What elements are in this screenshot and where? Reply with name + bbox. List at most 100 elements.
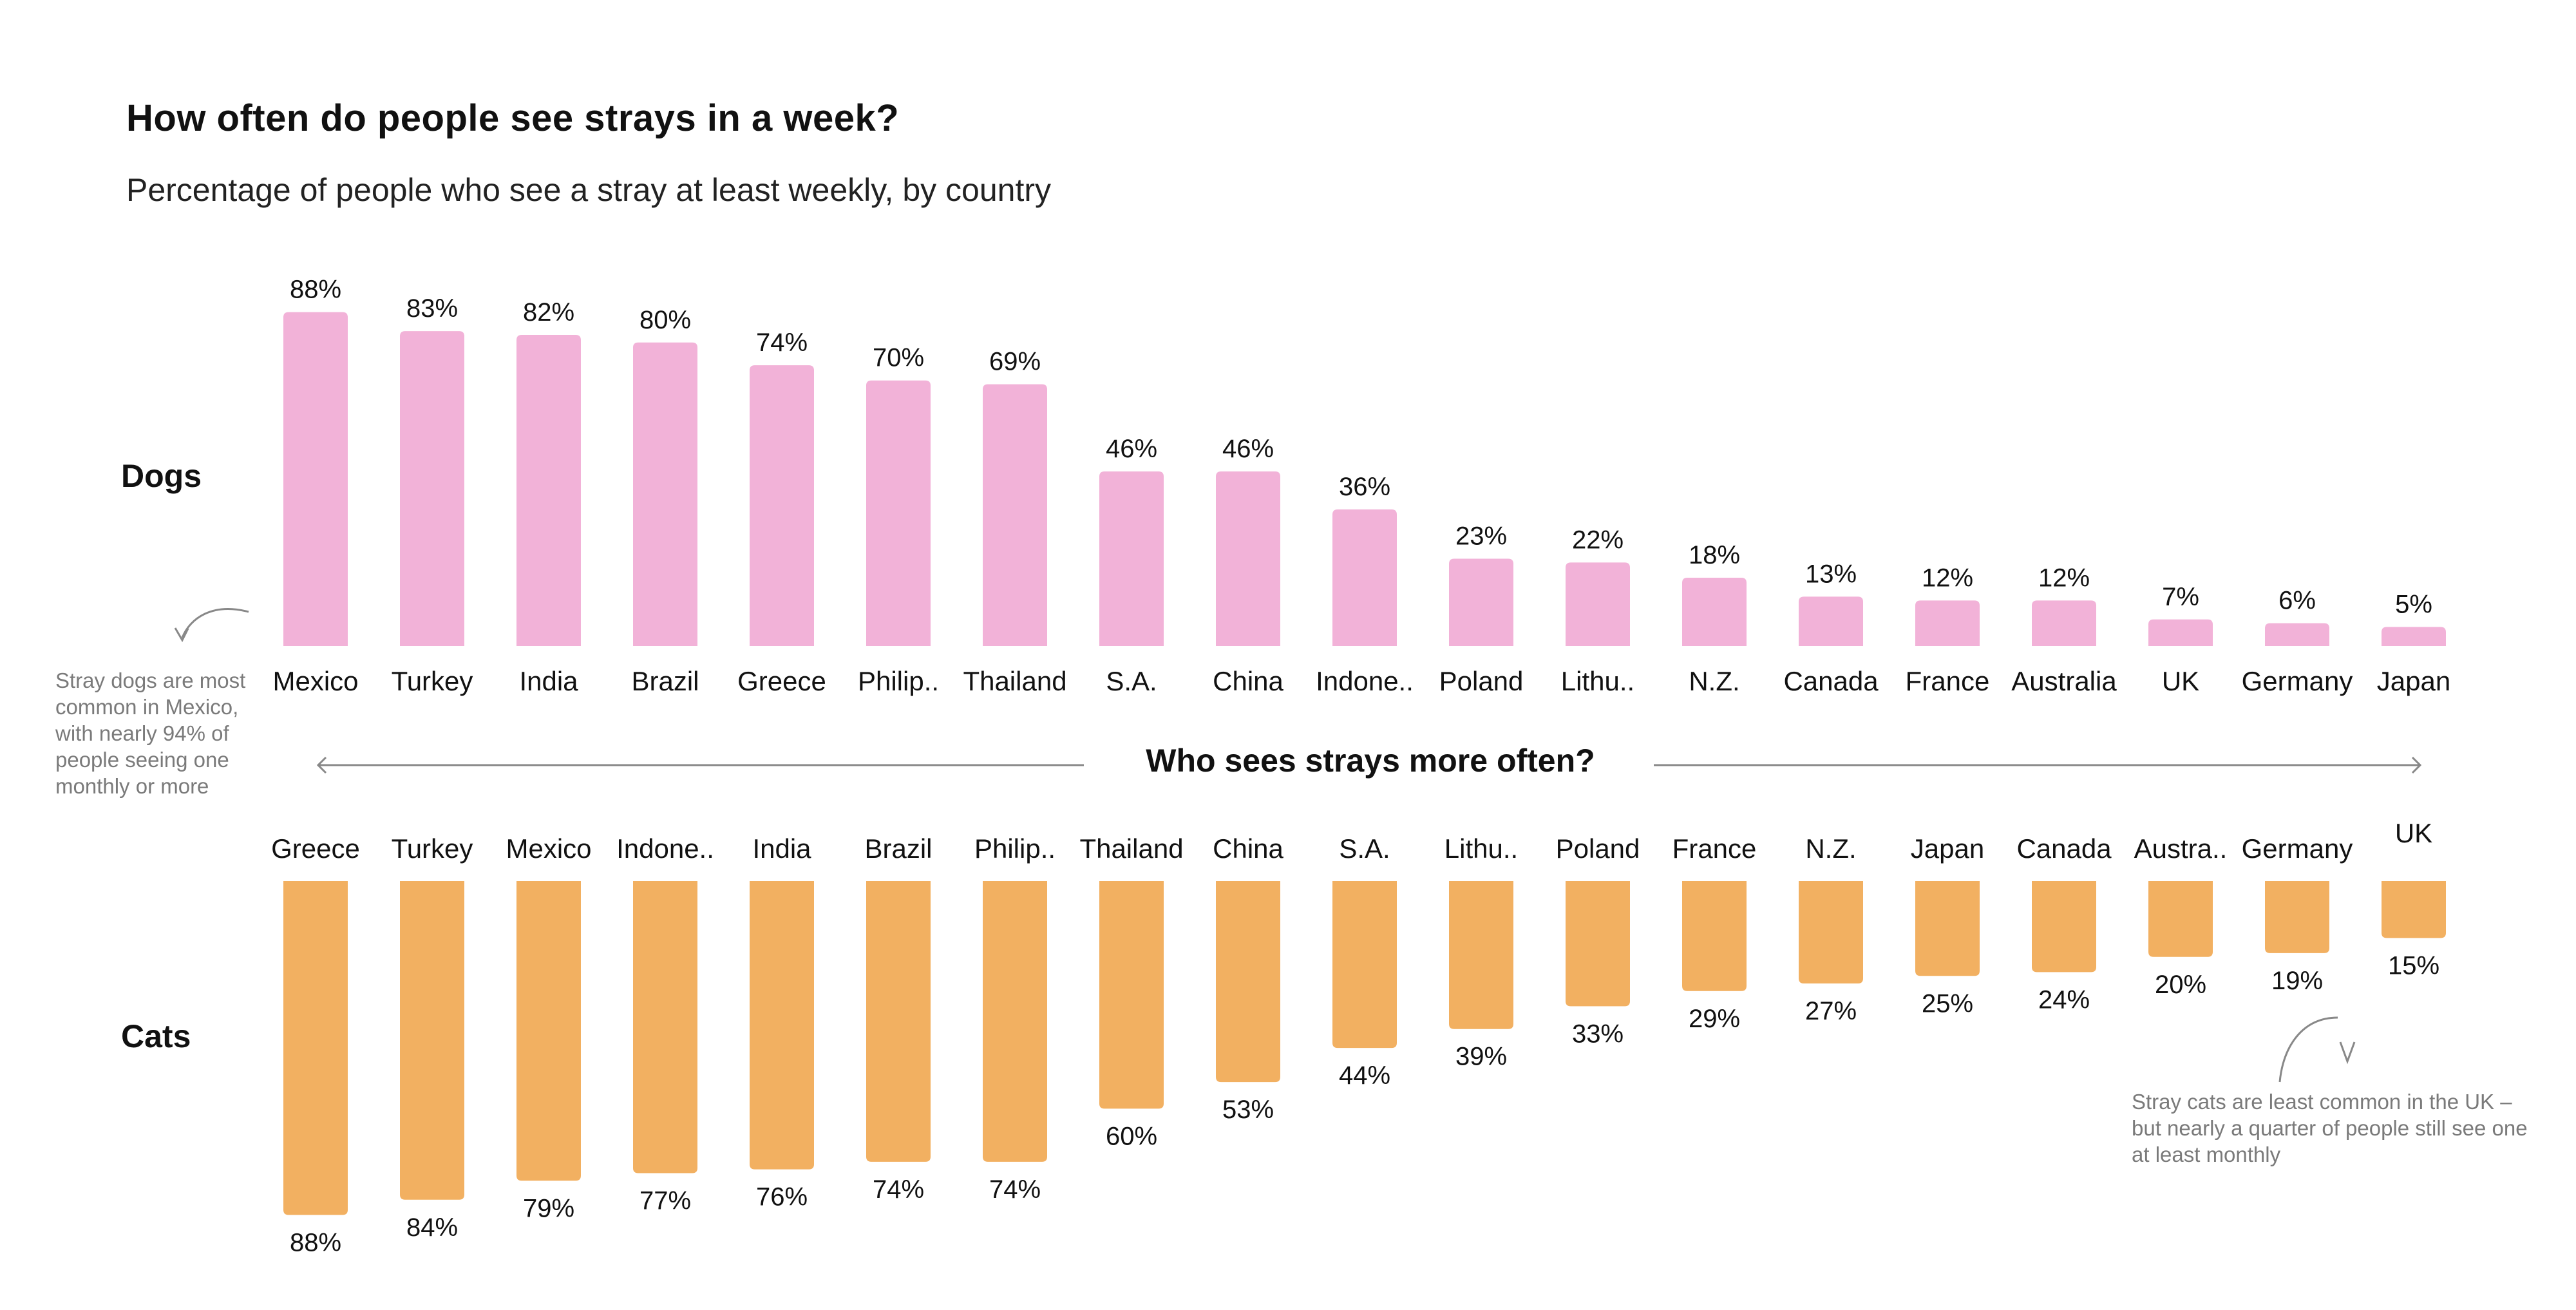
curved-arrow-dogs-icon xyxy=(181,608,249,638)
value-label-cats: 19% xyxy=(2271,967,2323,995)
bar-cats-nz xyxy=(1799,881,1863,984)
curved-arrow-cats-icon xyxy=(2278,1016,2338,1083)
category-label-dogs: Turkey xyxy=(392,666,473,696)
bar-dogs-lithu xyxy=(1566,562,1630,646)
value-label-dogs: 36% xyxy=(1339,473,1390,501)
value-label-cats: 29% xyxy=(1689,1005,1740,1033)
category-label-cats: France xyxy=(1672,833,1757,864)
category-label-cats: Brazil xyxy=(864,833,932,864)
category-label-dogs: N.Z. xyxy=(1689,666,1739,696)
category-label-cats: Mexico xyxy=(506,833,591,864)
category-label-dogs: S.A. xyxy=(1106,666,1157,696)
category-label-cats: Philip.. xyxy=(974,833,1056,864)
axis-title: Who sees strays more often? xyxy=(0,742,2576,779)
annotation-dogs: Stray dogs are most common in Mexico, wi… xyxy=(55,669,246,798)
category-label-cats: China xyxy=(1213,833,1283,864)
arrowhead-dogs-icon xyxy=(174,627,189,643)
bar-dogs-thailand xyxy=(983,384,1047,646)
category-label-dogs: Greece xyxy=(737,666,826,696)
value-label-cats: 25% xyxy=(1922,989,1973,1018)
value-label-cats: 76% xyxy=(756,1183,808,1211)
value-label-cats: 44% xyxy=(1339,1061,1390,1090)
category-label-cats: Turkey xyxy=(392,833,473,864)
category-label-cats: Japan xyxy=(1911,833,1984,864)
category-label-dogs: Japan xyxy=(2377,666,2450,696)
bar-cats-mexico xyxy=(516,881,581,1181)
category-label-dogs: Thailand xyxy=(963,666,1066,696)
category-label-dogs: Lithu.. xyxy=(1561,666,1634,696)
bar-cats-philip xyxy=(983,881,1047,1162)
category-label-dogs: Canada xyxy=(1783,666,1879,696)
direction-axis xyxy=(316,756,2422,774)
value-label-dogs: 83% xyxy=(406,294,458,323)
value-label-cats: 77% xyxy=(639,1187,691,1215)
category-label-dogs: Australia xyxy=(2011,666,2117,696)
bar-cats-turkey xyxy=(400,881,464,1200)
arrowhead-cats-icon xyxy=(2339,1041,2356,1065)
bar-cats-poland xyxy=(1566,881,1630,1007)
category-label-cats: Canada xyxy=(2016,833,2112,864)
bar-dogs-turkey xyxy=(400,331,464,646)
value-label-dogs: 88% xyxy=(290,276,341,304)
value-label-dogs: 18% xyxy=(1689,541,1740,569)
bar-dogs-sa xyxy=(1099,471,1164,646)
bar-dogs-poland xyxy=(1449,558,1513,646)
row-label-dogs: Dogs xyxy=(121,458,202,494)
chart-subtitle: Percentage of people who see a stray at … xyxy=(126,172,1051,208)
bar-cats-indone xyxy=(633,881,697,1173)
bar-cats-thailand xyxy=(1099,881,1164,1109)
value-label-dogs: 12% xyxy=(1922,564,1973,592)
value-label-cats: 53% xyxy=(1222,1096,1274,1124)
value-label-cats: 60% xyxy=(1106,1122,1157,1150)
category-label-dogs: Brazil xyxy=(631,666,699,696)
value-label-dogs: 74% xyxy=(756,328,808,357)
category-label-cats: S.A. xyxy=(1339,833,1390,864)
value-label-cats: 74% xyxy=(873,1175,924,1204)
bar-dogs-germany xyxy=(2265,623,2329,646)
bar-dogs-japan xyxy=(2382,627,2446,646)
category-label-dogs: China xyxy=(1213,666,1283,696)
bar-dogs-brazil xyxy=(633,342,697,646)
arrow-left-icon xyxy=(316,756,327,774)
bar-cats-france xyxy=(1682,881,1747,991)
bar-dogs-philip xyxy=(866,380,931,646)
category-label-dogs: Philip.. xyxy=(858,666,939,696)
bar-cats-lithu xyxy=(1449,881,1513,1029)
category-label-dogs: Indone.. xyxy=(1316,666,1414,696)
annotation-cats: Stray cats are least common in the UK – … xyxy=(2132,1090,2528,1166)
category-label-cats: Germany xyxy=(2242,833,2353,864)
bar-cats-greece xyxy=(283,881,348,1215)
value-label-dogs: 70% xyxy=(873,344,924,372)
bar-dogs-australia xyxy=(2032,600,2096,646)
dogs-series: 88% Mexico 83% Turkey 82% India 80% Brazil 74% Gr… xyxy=(272,276,2450,696)
value-label-dogs: 7% xyxy=(2162,583,2199,611)
bar-dogs-canada xyxy=(1799,596,1863,646)
value-label-dogs: 23% xyxy=(1455,522,1507,551)
value-label-cats: 74% xyxy=(989,1175,1041,1204)
row-label-cats: Cats xyxy=(121,1018,191,1054)
bar-dogs-indone xyxy=(1332,509,1397,646)
value-label-dogs: 69% xyxy=(989,348,1041,376)
category-label-cats: India xyxy=(752,833,811,864)
bar-cats-india xyxy=(750,881,814,1170)
axis-title-text: Who sees strays more often? xyxy=(1126,743,1615,779)
bar-cats-japan xyxy=(1915,881,1980,976)
bar-dogs-nz xyxy=(1682,577,1747,646)
category-label-cats: Poland xyxy=(1556,833,1640,864)
value-label-dogs: 82% xyxy=(523,298,574,327)
bar-dogs-greece xyxy=(750,365,814,646)
category-label-cats: N.Z. xyxy=(1805,833,1856,864)
category-label-dogs: Germany xyxy=(2242,666,2353,696)
value-label-cats: 20% xyxy=(2155,971,2206,999)
bar-dogs-uk xyxy=(2148,619,2213,646)
cats-series: 88% Greece 84% Turkey 79% Mexico 77% Indone.. 76… xyxy=(271,818,2446,1257)
value-label-dogs: 12% xyxy=(2038,564,2090,592)
value-label-cats: 15% xyxy=(2388,951,2439,980)
bar-cats-brazil xyxy=(866,881,931,1162)
category-label-cats: Greece xyxy=(271,833,360,864)
bar-dogs-france xyxy=(1915,600,1980,646)
bar-cats-china xyxy=(1216,881,1280,1083)
value-label-cats: 27% xyxy=(1805,997,1857,1025)
annotation-arrows xyxy=(174,608,2356,1083)
